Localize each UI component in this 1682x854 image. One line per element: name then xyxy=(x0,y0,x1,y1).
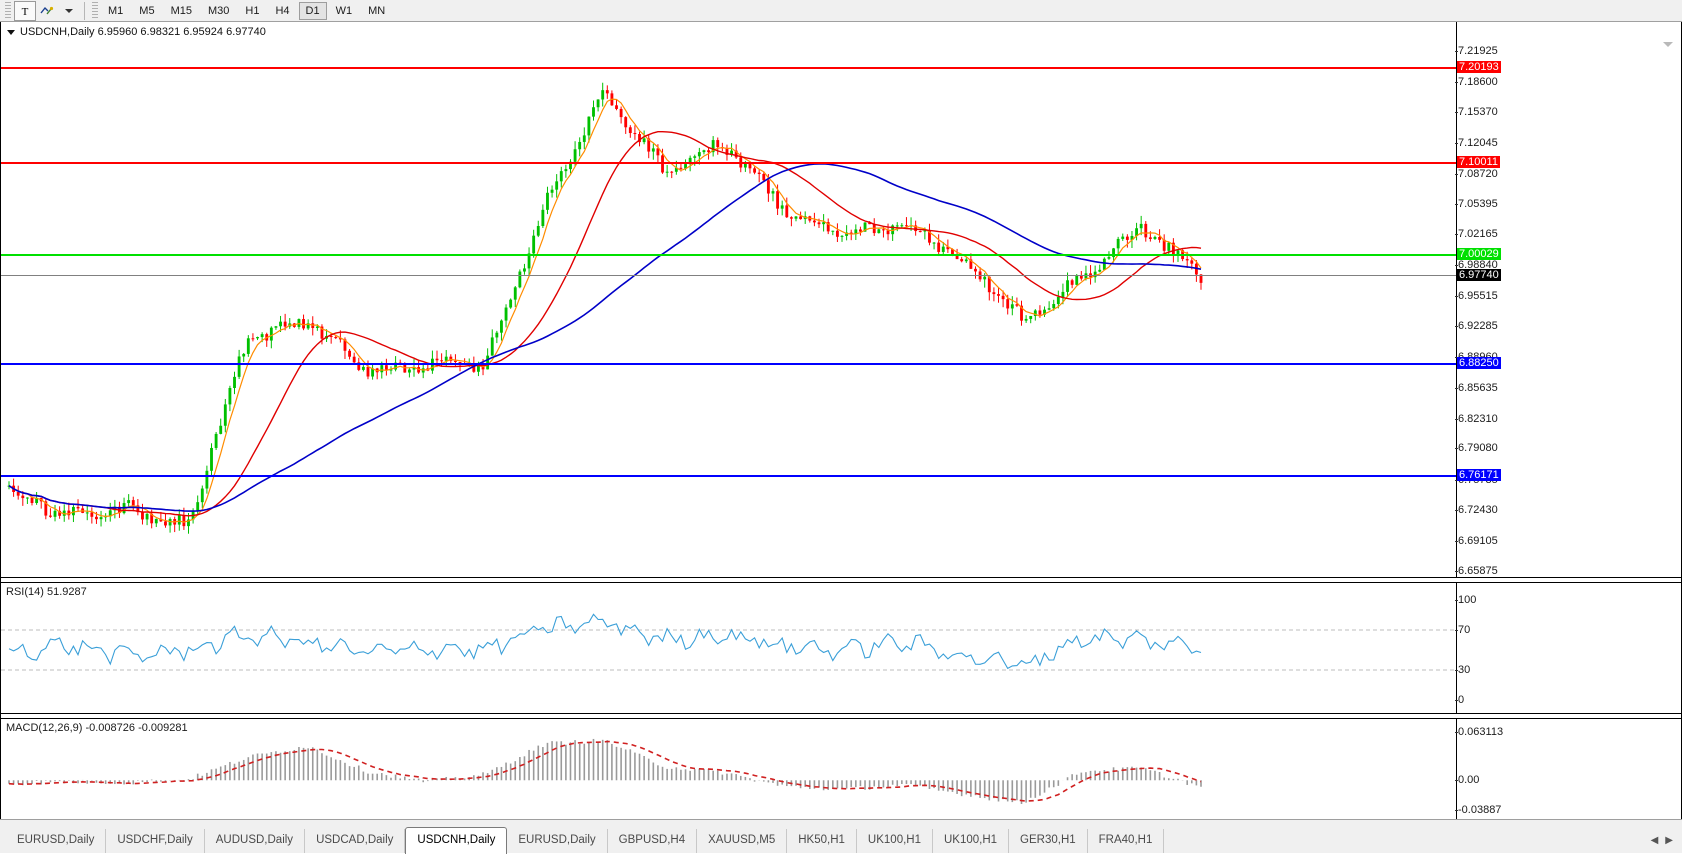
macd-histogram xyxy=(8,738,1202,804)
price-level-label[interactable]: 7.20193 xyxy=(1457,61,1501,74)
rsi-tick: 100 xyxy=(1455,595,1476,606)
level-line-support[interactable] xyxy=(1,475,1456,478)
price-plot[interactable] xyxy=(1,22,1456,578)
rsi-pane[interactable]: RSI(14) 51.9287 100 70 30 0 xyxy=(1,582,1682,714)
rsi-tick: 0 xyxy=(1455,695,1464,706)
timeframe-grip[interactable] xyxy=(92,1,98,20)
price-tick: 6.98840 xyxy=(1455,260,1498,271)
price-tick: 6.82310 xyxy=(1455,413,1498,425)
chart-symbol-header[interactable]: USDCNH,Daily 6.95960 6.98321 6.95924 6.9… xyxy=(7,26,266,38)
timeframe-m1[interactable]: M1 xyxy=(108,4,124,17)
objects-icon[interactable] xyxy=(36,1,58,21)
chart-menu-caret-icon[interactable] xyxy=(7,29,15,35)
macd-axis-line xyxy=(1456,718,1457,820)
price-tick: 7.21925 xyxy=(1455,46,1498,57)
chart-tab-9[interactable]: UK100,H1 xyxy=(857,829,933,853)
price-level-label[interactable]: 6.76171 xyxy=(1457,469,1501,482)
rsi-tick: 30 xyxy=(1455,665,1470,676)
chart-tab-11[interactable]: GER30,H1 xyxy=(1009,829,1088,853)
macd-title: MACD(12,26,9) -0.008726 -0.009281 xyxy=(6,722,188,734)
timeframe-h4[interactable]: H4 xyxy=(275,4,290,17)
macd-plot[interactable] xyxy=(1,718,1456,820)
chart-tab-5[interactable]: EURUSD,Daily xyxy=(507,829,608,853)
collapse-caret-icon[interactable] xyxy=(1663,42,1673,47)
tabs-container: EURUSD,Daily USDCHF,Daily AUDUSD,Daily USDC… xyxy=(0,827,1651,854)
chart-tab-0[interactable]: EURUSD,Daily xyxy=(6,829,107,853)
timeframe-mn[interactable]: MN xyxy=(368,4,386,17)
chart-symbol-label: USDCNH,Daily 6.95960 6.98321 6.95924 6.9… xyxy=(20,26,266,38)
price-pane-bottom-border xyxy=(1,577,1682,578)
chart-tab-8[interactable]: HK50,H1 xyxy=(787,829,857,853)
price-level-label[interactable]: 6.88250 xyxy=(1457,357,1501,370)
chart-tab-10[interactable]: UK100,H1 xyxy=(933,829,1010,853)
chart-tab-4[interactable]: USDCNH,Daily xyxy=(405,827,508,854)
rsi-tick: 70 xyxy=(1455,625,1470,636)
timeframe-d1[interactable]: D1 xyxy=(298,1,327,20)
level-line-resistance[interactable] xyxy=(1,161,1456,164)
price-axis[interactable]: 7.21925 7.18600 7.15370 7.12045 7.08720 7.053… xyxy=(1455,22,1682,578)
timeframe-group: M1 M5 M15 M30 H1 H4 D1 W1 MN xyxy=(101,1,392,20)
level-line-resistance[interactable] xyxy=(1,67,1456,70)
chevron-right-icon[interactable]: ▶ xyxy=(1665,835,1673,846)
timeframe-w1[interactable]: W1 xyxy=(335,4,353,17)
rsi-plot[interactable] xyxy=(1,582,1456,714)
timeframe-m5[interactable]: M5 xyxy=(139,4,155,17)
price-axis-line xyxy=(1456,22,1457,578)
level-line-current-price[interactable] xyxy=(1,275,1456,277)
timeframe-m15[interactable]: M15 xyxy=(170,4,192,17)
chart-tab-1[interactable]: USDCHF,Daily xyxy=(106,829,205,853)
chart-tab-6[interactable]: GBPUSD,H4 xyxy=(608,829,698,853)
price-tick: 6.79080 xyxy=(1455,443,1498,454)
price-tick: 6.65875 xyxy=(1455,566,1498,577)
svg-text:T: T xyxy=(22,6,29,17)
price-tick: 7.02165 xyxy=(1455,229,1498,240)
top-toolbar: T M1 M5 M15 M30 H1 H4 D1 W1 MN xyxy=(0,0,1682,22)
price-level-label[interactable]: 7.00029 xyxy=(1457,248,1501,261)
price-tick: 6.85635 xyxy=(1455,382,1498,394)
price-tick: 6.92285 xyxy=(1455,320,1498,332)
rsi-axis-line xyxy=(1456,582,1457,714)
price-tick: 7.08720 xyxy=(1455,168,1498,180)
price-level-label[interactable]: 7.10011 xyxy=(1457,155,1500,168)
level-line-support[interactable] xyxy=(1,363,1456,366)
macd-axis: 0.063113 0.00 -0.03887 xyxy=(1455,718,1682,820)
chart-tab-2[interactable]: AUDUSD,Daily xyxy=(205,829,306,853)
chart-tab-12[interactable]: FRA40,H1 xyxy=(1088,829,1165,853)
chart-tab-7[interactable]: XAUUSD,M5 xyxy=(697,829,788,853)
price-tick: 7.15370 xyxy=(1455,106,1498,118)
rsi-pane-top-border xyxy=(1,582,1682,583)
chart-tab-3[interactable]: USDCAD,Daily xyxy=(305,829,406,853)
rsi-axis: 100 70 30 0 xyxy=(1455,582,1682,714)
chevron-left-icon[interactable]: ◀ xyxy=(1650,835,1659,846)
level-line-pivot[interactable] xyxy=(1,254,1456,257)
rsi-line xyxy=(1,613,1456,671)
chevron-down-icon[interactable] xyxy=(58,1,80,21)
macd-tick: 0.063113 xyxy=(1455,727,1503,738)
chart-area[interactable]: USDCNH,Daily 6.95960 6.98321 6.95924 6.9… xyxy=(0,22,1682,837)
timeframe-m30[interactable]: M30 xyxy=(207,4,230,17)
price-tick: 7.12045 xyxy=(1455,137,1498,149)
tab-scroll-arrows[interactable]: ◀ ▶ xyxy=(1651,835,1682,853)
rsi-pane-bottom-border xyxy=(1,713,1682,714)
price-level-label[interactable]: 6.97740 xyxy=(1457,269,1501,282)
price-tick: 6.95515 xyxy=(1455,291,1498,302)
macd-pane[interactable]: MACD(12,26,9) -0.008726 -0.009281 0.0631… xyxy=(1,718,1682,820)
price-tick: 6.69105 xyxy=(1455,536,1498,547)
rsi-title: RSI(14) 51.9287 xyxy=(6,586,87,598)
macd-tick: -0.03887 xyxy=(1455,805,1501,816)
timeframe-h1[interactable]: H1 xyxy=(245,4,260,17)
toolbar-divider xyxy=(84,1,85,20)
price-candles xyxy=(7,82,1203,534)
macd-pane-top-border xyxy=(1,718,1682,719)
macd-tick: 0.00 xyxy=(1455,775,1479,786)
price-pane[interactable]: USDCNH,Daily 6.95960 6.98321 6.95924 6.9… xyxy=(1,22,1682,578)
price-tick: 6.72430 xyxy=(1455,505,1498,516)
toolbar-grip[interactable] xyxy=(5,1,11,20)
price-tick: 6.88960 xyxy=(1455,351,1498,363)
price-tick: 7.05395 xyxy=(1455,199,1498,210)
price-tick: 7.18600 xyxy=(1455,76,1498,88)
chart-tab-bar[interactable]: EURUSD,Daily USDCHF,Daily AUDUSD,Daily USDC… xyxy=(0,819,1682,854)
text-tool-icon[interactable]: T xyxy=(14,0,36,21)
